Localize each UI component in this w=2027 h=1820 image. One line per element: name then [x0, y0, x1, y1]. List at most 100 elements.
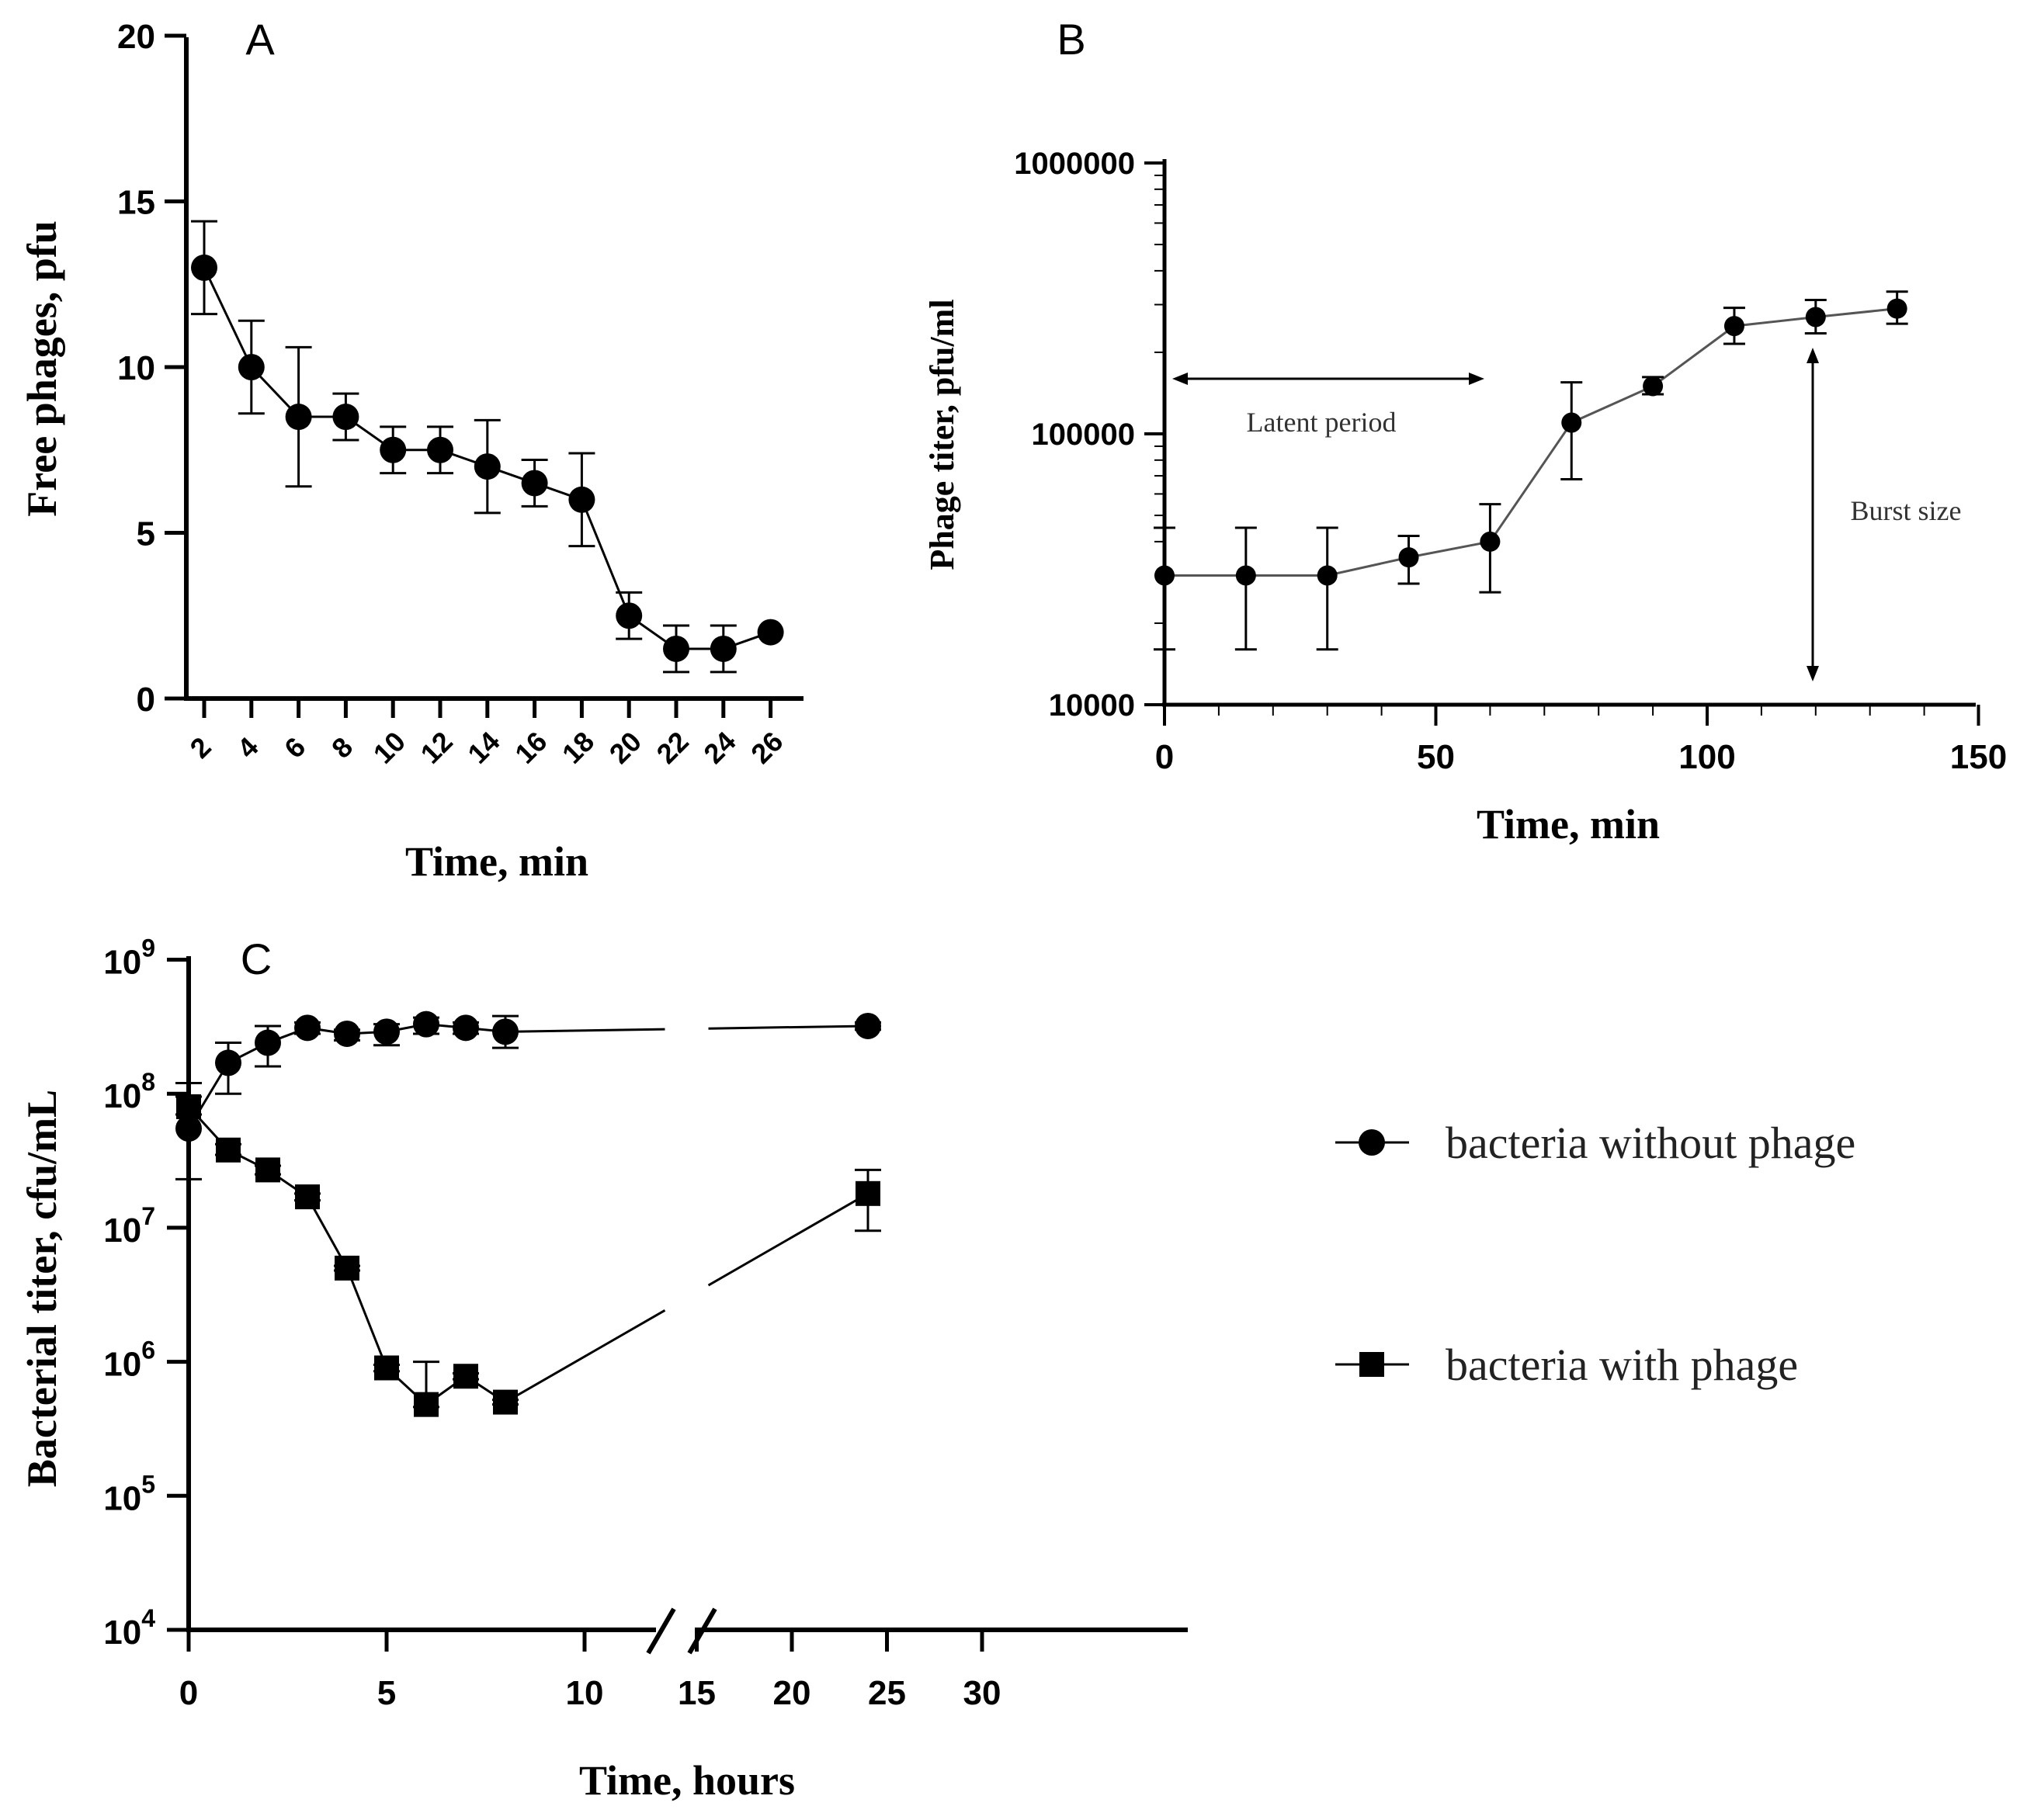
panel-a-y-tick-label: 0 — [137, 681, 155, 719]
panel-c-without-phage-data-point — [373, 1018, 400, 1045]
panel-a-x-tick-label: 4 — [231, 731, 264, 764]
legend-marker-square — [1359, 1352, 1384, 1377]
panel-b-data-point — [1561, 412, 1582, 433]
panel-b-series-line — [1164, 307, 1897, 577]
panel-c-without-phage-data-point — [294, 1014, 321, 1042]
panel-b-y-ticks: 10000 100000 1000000 — [1014, 147, 1135, 723]
panel-b-data-point — [1886, 298, 1907, 319]
panel-a-data-point — [380, 436, 407, 463]
panel-c-with-phage-data-point — [453, 1364, 478, 1389]
panel-c-label: C — [241, 934, 272, 983]
legend-marker-circle — [1359, 1129, 1385, 1156]
panel-a-y-tick-label: 5 — [137, 515, 155, 553]
panel-a-data-point — [474, 453, 501, 480]
panel-a-x-ticks: 2 4 6 8 10 12 14 16 18 20 22 24 26 — [184, 726, 790, 770]
panel-c-without-phage-data-point — [334, 1020, 360, 1047]
panel-c-legend: bacteria without phage bacteria with pha… — [1335, 1118, 1855, 1390]
panel-b-data-point — [1805, 307, 1826, 328]
panel-c-with-phage-line — [505, 1309, 666, 1403]
panel-c-without-phage-line — [708, 1024, 869, 1030]
panel-b-marks — [1154, 290, 1908, 651]
panel-c-with-phage-data-point — [295, 1184, 320, 1210]
panel-b-y-axis-title: Phage titer, pfu/ml — [923, 299, 961, 570]
panel-c-axis-break-right — [687, 1607, 717, 1655]
panel-b-data-point — [1480, 531, 1501, 552]
panel-c-without-phage-data-point — [492, 1018, 519, 1045]
panel-a-x-tick-label: 22 — [651, 726, 695, 770]
panel-c-y-tick-label: 109 — [103, 934, 155, 982]
panel-c-without-phage-data-point — [413, 1011, 439, 1038]
panel-a-y-tick-label: 20 — [117, 18, 155, 56]
panel-c-y-axis-title: Bacterial titer, cfu/mL — [19, 1090, 65, 1487]
panel-c-x-tick-label: 20 — [773, 1674, 811, 1712]
panel-a-data-point — [238, 354, 265, 380]
panel-c-x-tick-label: 0 — [179, 1674, 198, 1712]
panel-b-y-tick-label: 100000 — [1032, 418, 1135, 452]
panel-c-y-tick-label: 104 — [103, 1604, 155, 1652]
panel-a-x-tick-label: 26 — [745, 726, 789, 770]
panel-a-x-tick-label: 14 — [461, 726, 505, 770]
panel-a-x-tick-label: 20 — [603, 726, 647, 770]
panel-c-without-phage-data-point — [175, 1115, 202, 1142]
panel-a-x-tick-label: 8 — [325, 731, 359, 764]
panel-a-y-ticks: 0 5 10 15 20 — [117, 18, 155, 719]
panel-b-x-tick-label: 0 — [1155, 738, 1174, 776]
panel-b-data-point — [1723, 316, 1744, 337]
panel-b-x-tick-label: 50 — [1417, 738, 1455, 776]
panel-c-without-phage-data-point — [215, 1049, 241, 1076]
legend-label-with-phage: bacteria with phage — [1446, 1340, 1798, 1390]
panel-c-y-tick-label: 107 — [103, 1202, 155, 1250]
panel-c-without-phage-line — [505, 1028, 665, 1033]
panel-a-label: A — [245, 15, 275, 64]
burst-size-label: Burst size — [1851, 495, 1962, 526]
panel-c-x-tick-label: 10 — [566, 1674, 604, 1712]
panel-a-data-point — [757, 619, 784, 646]
panel-c-with-phage-data-point — [856, 1180, 880, 1206]
panel-b-data-point — [1398, 547, 1419, 568]
panel-a-marks — [191, 220, 784, 674]
panel-a-x-tick-label: 24 — [697, 726, 741, 770]
panel-c: C 104 105 106 107 108 109 0 5 10 15 20 2… — [19, 934, 1855, 1804]
panel-c-with-phage-data-point — [255, 1157, 280, 1183]
panel-c-with-phage-data-point — [216, 1137, 241, 1163]
panel-b-label: B — [1057, 15, 1085, 64]
panel-a-data-point — [332, 404, 359, 431]
panel-c-x-tick-label: 15 — [678, 1674, 716, 1712]
panel-c-with-phage-line — [707, 1192, 869, 1287]
panel-a-data-point — [568, 486, 595, 513]
panel-b-x-tick-label: 150 — [1950, 738, 2007, 776]
panel-c-y-ticks: 104 105 106 107 108 109 — [103, 934, 155, 1652]
legend-label-without-phage: bacteria without phage — [1446, 1118, 1855, 1168]
burst-size-arrowhead-top — [1807, 348, 1819, 363]
panel-c-with-phage-data-point — [335, 1255, 359, 1281]
panel-b: B 10000 100000 1000000 0 50 100 150 Time… — [923, 15, 2007, 848]
panel-c-y-tick-label: 106 — [103, 1336, 155, 1384]
latent-period-label: Latent period — [1247, 407, 1397, 438]
panel-a-y-axis-title: Free phages, pfu — [19, 220, 65, 517]
panel-c-x-tick-label: 25 — [868, 1674, 906, 1712]
panel-c-without-phage-data-point — [453, 1014, 479, 1042]
panel-c-with-phage-data-point — [374, 1355, 399, 1381]
latent-period-arrowhead-left — [1172, 373, 1188, 385]
panel-a-data-point — [285, 404, 312, 431]
panel-c-with-phage-data-point — [176, 1094, 201, 1119]
panel-a-x-tick-label: 10 — [367, 726, 411, 770]
panel-a-x-tick-label: 2 — [184, 731, 217, 764]
panel-c-y-tick-label: 105 — [103, 1470, 155, 1517]
panel-c-x-axis-title: Time, hours — [579, 1757, 795, 1804]
panel-a-x-tick-label: 12 — [415, 726, 459, 770]
panel-c-with-phage-data-point — [414, 1392, 439, 1417]
panel-a-y-tick-label: 15 — [117, 184, 155, 222]
panel-b-x-axis-title: Time, min — [1477, 801, 1660, 848]
panel-a-y-tick-label: 10 — [117, 349, 155, 387]
panel-c-x-ticks: 0 5 10 15 20 25 30 — [179, 1674, 1001, 1712]
panel-a-x-tick-label: 18 — [556, 726, 600, 770]
panel-c-x-tick-label: 5 — [377, 1674, 396, 1712]
panel-b-data-point — [1235, 565, 1256, 586]
panel-a-data-point — [616, 602, 643, 629]
panel-c-without-phage-data-point — [855, 1012, 881, 1039]
panel-c-without-phage-data-point — [255, 1029, 281, 1056]
panel-a-data-point — [710, 635, 737, 662]
panel-a-data-point — [191, 254, 217, 281]
